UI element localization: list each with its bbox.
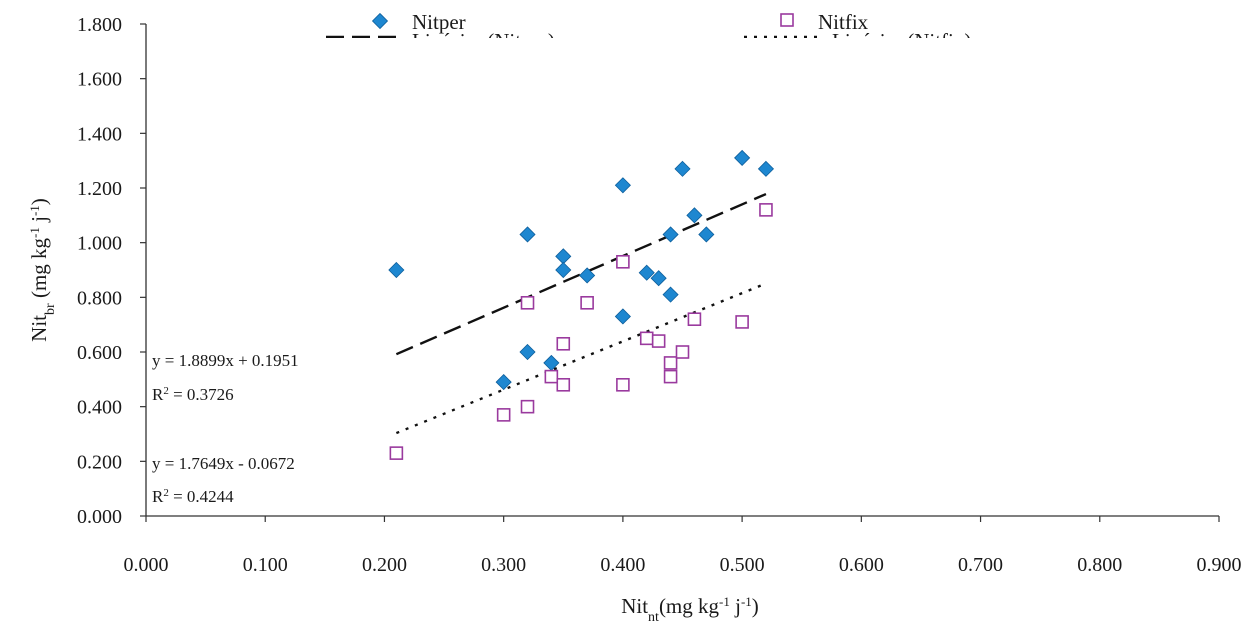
- legend-label-nitfix: Nitfix: [818, 10, 869, 34]
- data-point-nitper: [698, 226, 715, 243]
- r-squared-text: R2 = 0.4244: [152, 487, 234, 506]
- data-point-nitper: [555, 261, 572, 279]
- data-point-nitfix: [616, 255, 630, 269]
- legend-trendline-entries: Linéaire (Nitper) Linéaire (Nitfix): [326, 29, 971, 53]
- y-tick-label: 1.000: [77, 233, 122, 255]
- r-squared-label: R: [152, 385, 164, 404]
- data-point-nitper: [662, 226, 679, 243]
- data-point-nitper: [388, 261, 405, 279]
- data-point-nitfix: [389, 446, 404, 460]
- data-point-nitper: [734, 149, 751, 166]
- y-tick-label: 1.200: [77, 178, 122, 200]
- r-squared-text: R2 = 0.3726: [152, 385, 234, 404]
- data-point-nitfix: [520, 295, 535, 310]
- data-point-nitfix: [663, 369, 678, 384]
- r-squared-exponent: 2: [163, 487, 169, 499]
- legend-label-trend-nitfix: Linéaire (Nitfix): [832, 29, 971, 53]
- x-tick-label: 0.600: [839, 554, 884, 576]
- x-tick-label: 0.000: [124, 554, 169, 576]
- y-tick-label: 0.000: [77, 506, 122, 528]
- y-tick-label: 0.800: [77, 287, 122, 309]
- legend-marker-nitper: [371, 12, 389, 30]
- x-tick-label: 0.200: [362, 554, 407, 576]
- trendline-nitper: [395, 192, 767, 356]
- data-point-nitper: [555, 248, 572, 265]
- data-point-nitfix: [663, 356, 678, 370]
- data-point-nitfix: [544, 369, 559, 384]
- data-point-nitper: [519, 226, 536, 243]
- data-point-nitper: [579, 267, 596, 284]
- y-tick-label: 0.200: [77, 451, 122, 473]
- y-tick-label: 0.400: [77, 397, 122, 419]
- x-tick-label: 0.500: [720, 554, 765, 576]
- r-squared-label: R: [152, 487, 164, 506]
- x-tick-label: 0.400: [600, 554, 645, 576]
- data-point-nitfix: [616, 377, 630, 392]
- data-point-nitper: [519, 343, 536, 361]
- x-tick-label: 0.800: [1077, 554, 1122, 576]
- x-axis-title: Nitnt(mg kg-1 j-1): [621, 594, 759, 623]
- data-point-nitfix: [735, 315, 749, 329]
- data-point-nitfix: [580, 295, 594, 310]
- legend-label-nitper: Nitper: [412, 10, 466, 34]
- data-point-nitfix: [496, 408, 511, 422]
- data-point-nitfix: [675, 345, 690, 359]
- r-squared-value: = 0.3726: [169, 385, 234, 404]
- data-point-nitfix: [520, 399, 535, 414]
- r-squared-exponent: 2: [163, 385, 169, 397]
- x-tick-label: 0.100: [243, 554, 288, 576]
- y-tick-label: 1.400: [77, 123, 122, 145]
- data-point-nitper: [686, 207, 703, 224]
- y-tick-label: 0.600: [77, 342, 122, 364]
- data-point-nitfix: [651, 334, 666, 348]
- x-tick-label: 0.300: [481, 554, 526, 576]
- y-axis-title: Nitbr (mg kg-1 j-1): [27, 198, 58, 342]
- plot-area: [388, 149, 775, 460]
- y-tick-label: 1.600: [77, 69, 122, 91]
- axes: 0.000 0.200 0.400 0.600 0.800 1.000 1.200 1.400…: [77, 14, 1242, 576]
- legend-label-trend-nitper: Linéaire (Nitper): [412, 29, 555, 53]
- x-tick-label: 0.900: [1197, 554, 1242, 576]
- data-point-nitper: [757, 160, 775, 177]
- data-point-nitfix: [759, 203, 773, 217]
- x-tick-label: 0.700: [958, 554, 1003, 576]
- data-point-nitfix: [687, 312, 702, 327]
- data-point-nitper: [638, 264, 655, 281]
- data-point-nitper: [674, 160, 691, 177]
- y-tick-label: 1.800: [77, 14, 122, 36]
- data-point-nitper: [495, 374, 512, 391]
- data-point-nitper: [614, 308, 631, 325]
- equation-line: y = 1.8899x + 0.1951: [152, 351, 299, 370]
- data-point-nitper: [614, 177, 631, 194]
- legend-marker-nitfix: [780, 13, 794, 27]
- data-point-nitper: [662, 286, 679, 303]
- data-point-nitfix: [556, 336, 571, 351]
- trendline-nitfix: [395, 282, 767, 435]
- data-point-nitfix: [556, 377, 571, 392]
- equation-line: y = 1.7649x - 0.0672: [152, 454, 295, 473]
- data-point-nitper: [650, 270, 667, 287]
- r-squared-value: = 0.4244: [169, 487, 234, 506]
- data-point-nitfix: [639, 331, 654, 346]
